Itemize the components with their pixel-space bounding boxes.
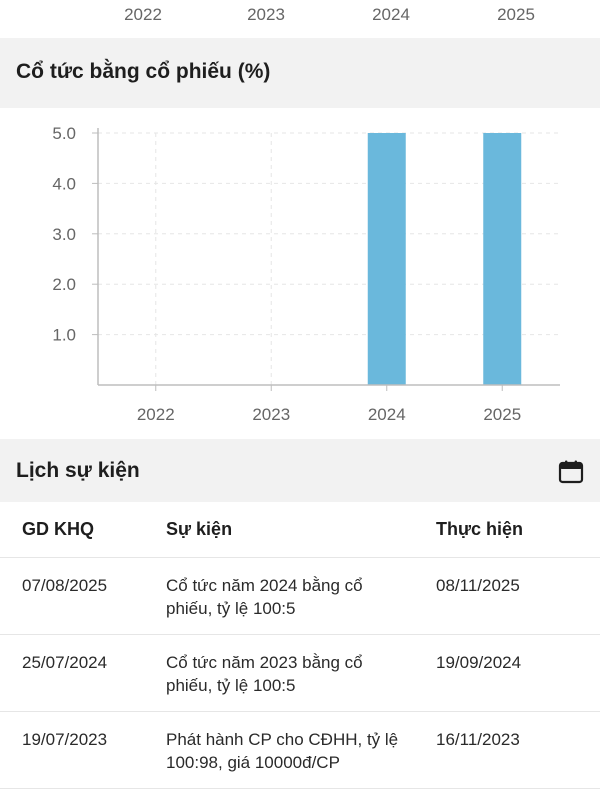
x-tick-label: 2023 bbox=[247, 5, 285, 24]
x-tick-label: 2023 bbox=[252, 405, 290, 424]
x-tick-label: 2025 bbox=[483, 405, 521, 424]
x-tick-label: 2022 bbox=[124, 5, 162, 24]
calendar-icon[interactable] bbox=[558, 460, 584, 484]
events-section-header: Lịch sự kiện bbox=[0, 439, 600, 502]
previous-chart-x-axis: 2022 2023 2024 2025 bbox=[0, 0, 600, 38]
x-tick-label: 2024 bbox=[372, 5, 410, 24]
x-tick-label: 2024 bbox=[368, 405, 406, 424]
table-row[interactable]: 25/07/2024 Cổ tức năm 2023 bằng cổ phiếu… bbox=[0, 635, 600, 712]
column-header-ex-date: GD KHQ bbox=[22, 519, 94, 539]
ex-date-cell: 19/07/2023 bbox=[22, 730, 108, 749]
ex-date-cell: 25/07/2024 bbox=[22, 653, 108, 672]
column-header-event: Sự kiện bbox=[166, 519, 233, 539]
events-table: GD KHQ Sự kiện Thực hiện 07/08/2025 Cổ t… bbox=[0, 502, 600, 789]
bar bbox=[483, 133, 522, 385]
bar bbox=[367, 133, 406, 385]
y-tick-label: 2.0 bbox=[52, 275, 76, 294]
y-tick-label: 3.0 bbox=[52, 225, 76, 244]
section-title: Lịch sự kiện bbox=[16, 459, 140, 482]
x-tick-label: 2025 bbox=[497, 5, 535, 24]
x-tick-label: 2022 bbox=[137, 405, 175, 424]
event-cell: Phát hành CP cho CĐHH, tỷ lệ 100:98, giá… bbox=[166, 730, 399, 772]
execution-date-cell: 08/11/2025 bbox=[436, 576, 520, 595]
ex-date-cell: 07/08/2025 bbox=[22, 576, 108, 595]
table-row[interactable]: 07/08/2025 Cổ tức năm 2024 bằng cổ phiếu… bbox=[0, 558, 600, 635]
dividend-chart: 1.0 2.0 3.0 4.0 5.0 2022 2023 2024 2025 bbox=[0, 108, 600, 439]
dividend-section-header: Cổ tức bằng cổ phiếu (%) bbox=[0, 38, 600, 108]
column-header-execution-date: Thực hiện bbox=[436, 519, 524, 539]
dividend-chart-svg: 1.0 2.0 3.0 4.0 5.0 2022 2023 2024 2025 bbox=[52, 124, 560, 424]
table-header: GD KHQ Sự kiện Thực hiện bbox=[0, 502, 600, 558]
event-cell: Cổ tức năm 2024 bằng cổ phiếu, tỷ lệ 100… bbox=[166, 576, 363, 618]
y-tick-label: 1.0 bbox=[52, 326, 76, 345]
section-title: Cổ tức bằng cổ phiếu (%) bbox=[16, 60, 271, 83]
table-row[interactable]: 19/07/2023 Phát hành CP cho CĐHH, tỷ lệ … bbox=[0, 712, 600, 789]
y-tick-label: 4.0 bbox=[52, 174, 76, 193]
y-tick-label: 5.0 bbox=[52, 124, 76, 143]
execution-date-cell: 19/09/2024 bbox=[436, 653, 522, 672]
event-cell: Cổ tức năm 2023 bằng cổ phiếu, tỷ lệ 100… bbox=[166, 653, 363, 695]
execution-date-cell: 16/11/2023 bbox=[436, 730, 520, 749]
